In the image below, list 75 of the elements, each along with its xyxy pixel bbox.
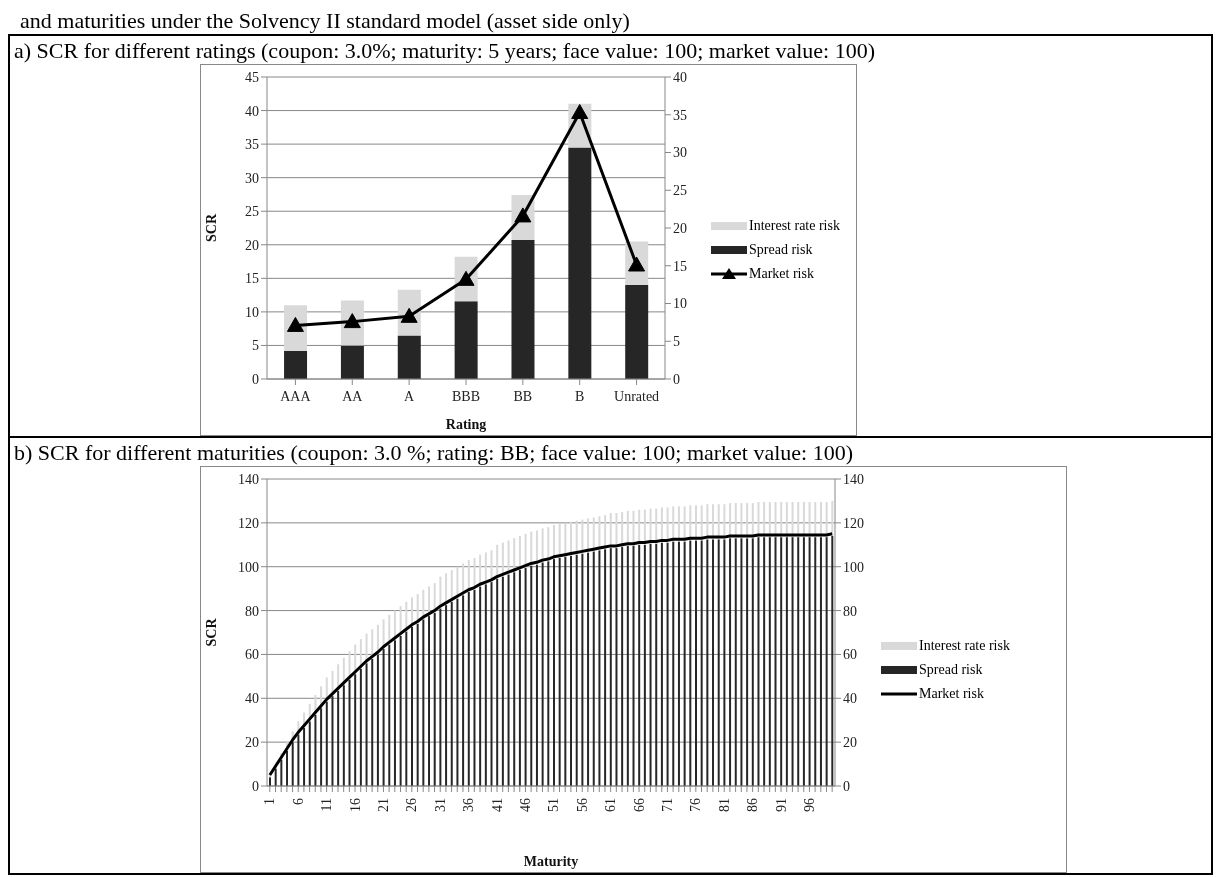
x-tick-label: AAA [280, 389, 312, 404]
chart-title: a) SCR for different ratings (coupon: 3.0%; maturity: 5 years; face value: 100; market value: 100) [13, 38, 876, 64]
y2-tick-label: 0 [843, 778, 850, 794]
y-tick-label: 100 [238, 559, 259, 575]
y-tick-label: 10 [245, 304, 259, 320]
x-tick-label: 1 [262, 798, 278, 805]
x-tick-label: B [575, 389, 585, 404]
y-tick-label: 35 [245, 137, 259, 153]
y-tick-label: 5 [252, 338, 259, 354]
x-tick-label: 71 [659, 798, 675, 812]
x-tick-label: 26 [404, 798, 420, 812]
y2-tick-label: 0 [673, 371, 680, 387]
x-tick-label: AA [342, 389, 364, 404]
x-tick-label: 41 [489, 798, 505, 812]
y-tick-label: 0 [252, 371, 259, 387]
chart-title: b) SCR for different maturities (coupon: 3.0 %; rating: BB; face value: 100; market value: 100) [13, 440, 855, 466]
y2-tick-label: 5 [673, 334, 680, 350]
x-tick-label: BBB [451, 389, 481, 404]
y2-tick-label: 140 [843, 471, 864, 487]
x-tick-label: 11 [319, 798, 335, 812]
y2-tick-label: 10 [673, 296, 687, 312]
x-tick-label: 36 [461, 798, 477, 812]
x-tick-label: A [404, 389, 416, 404]
x-axis-title: Maturity [523, 854, 579, 869]
legend-label: Market risk [919, 685, 984, 702]
y-tick-label: 20 [245, 237, 259, 253]
y2-tick-label: 35 [673, 107, 687, 123]
x-tick-label: 6 [290, 798, 306, 805]
y2-tick-label: 20 [843, 735, 857, 751]
y-tick-label: 40 [245, 103, 259, 119]
y2-tick-label: 25 [673, 183, 687, 199]
y-tick-label: 80 [245, 603, 259, 619]
legend-label: Spread risk [919, 661, 983, 678]
y2-tick-label: 40 [843, 691, 857, 707]
y-axis-title: SCR [203, 617, 219, 647]
x-tick-label: Unrated [614, 389, 660, 404]
x-tick-label: 81 [716, 798, 732, 812]
x-tick-label: 61 [603, 798, 619, 812]
x-tick-label: 66 [631, 798, 647, 812]
x-axis-title: Rating [445, 417, 487, 432]
y-tick-label: 15 [245, 271, 259, 287]
x-tick-label: 56 [574, 798, 590, 812]
text: and maturities under the Solvency II standard model (asset side only) [19, 8, 631, 34]
x-tick-label: 31 [432, 798, 448, 812]
legend-label: Spread risk [749, 242, 813, 258]
legend-label: Interest rate risk [919, 637, 1010, 654]
y-tick-label: 120 [238, 515, 259, 531]
y-tick-label: 40 [245, 691, 259, 707]
x-tick-label: BB [513, 389, 533, 404]
y2-tick-label: 120 [843, 515, 864, 531]
x-tick-label: 86 [745, 798, 761, 812]
x-tick-label: 46 [517, 798, 533, 812]
x-tick-label: 91 [773, 798, 789, 812]
y2-tick-label: 30 [673, 145, 687, 161]
y-tick-label: 0 [252, 778, 259, 794]
y2-tick-label: 80 [843, 603, 857, 619]
y-tick-label: 140 [238, 471, 259, 487]
x-tick-label: 76 [688, 798, 704, 812]
y2-tick-label: 15 [673, 258, 687, 274]
legend-label: Market risk [749, 266, 814, 282]
y-tick-label: 60 [245, 647, 259, 663]
x-tick-label: 21 [375, 798, 391, 812]
y-axis-title: SCR [203, 213, 219, 243]
x-tick-label: 96 [801, 798, 817, 812]
y2-tick-label: 40 [673, 69, 687, 85]
legend-label: Interest rate risk [749, 218, 840, 234]
y-tick-label: 25 [245, 204, 259, 220]
y-tick-label: 20 [245, 735, 259, 751]
y2-tick-label: 100 [843, 559, 864, 575]
x-tick-label: 16 [347, 798, 363, 812]
y-tick-label: 45 [245, 69, 259, 85]
x-tick-label: 51 [546, 798, 562, 812]
y2-tick-label: 60 [843, 647, 857, 663]
y-tick-label: 30 [245, 170, 259, 186]
y2-tick-label: 20 [673, 220, 687, 236]
